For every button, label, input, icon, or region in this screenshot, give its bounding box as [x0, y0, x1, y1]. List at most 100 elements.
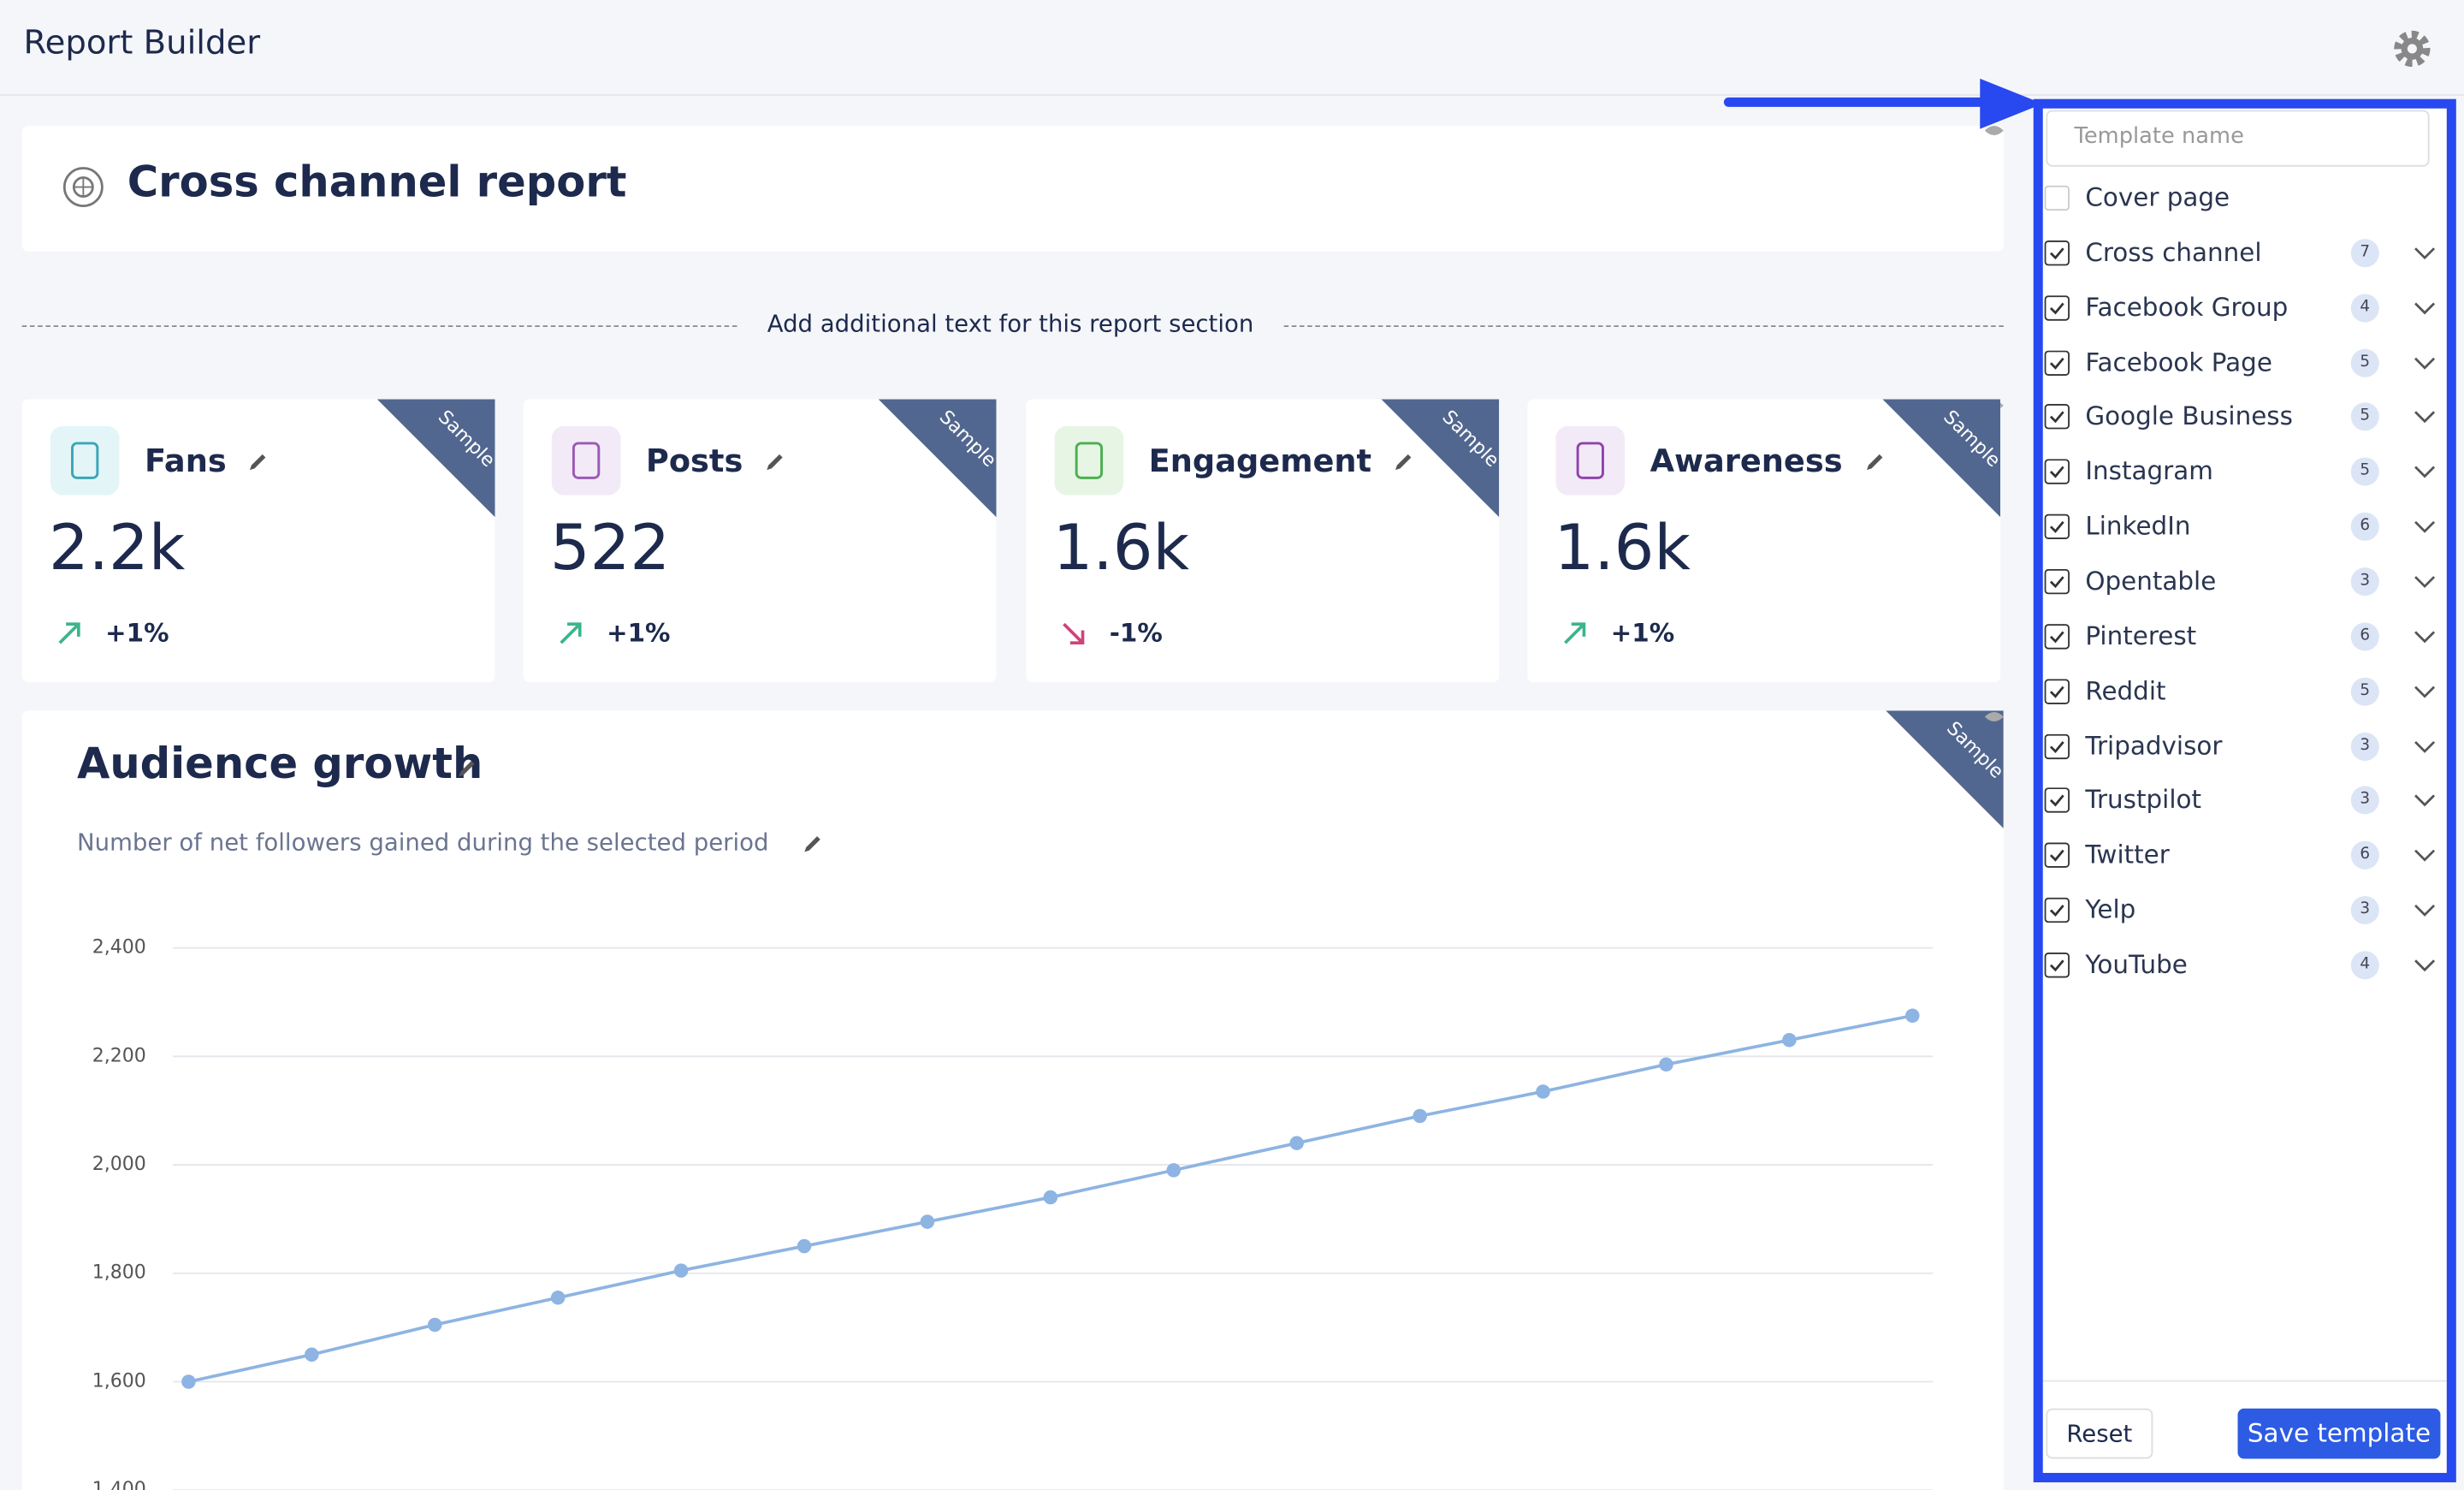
checkbox[interactable]	[2044, 623, 2071, 650]
report-title-card	[21, 125, 2004, 252]
expand-chevron[interactable]	[2412, 681, 2437, 700]
check-mark	[2049, 850, 2064, 863]
expand-chevron[interactable]	[2412, 956, 2437, 975]
kpi-name: Posts	[645, 442, 743, 480]
chevron	[2414, 795, 2436, 807]
checkbox[interactable]	[2044, 459, 2071, 486]
expand-chevron[interactable]	[2412, 517, 2437, 536]
checkbox[interactable]	[2044, 678, 2071, 705]
checkbox[interactable]	[2044, 240, 2071, 267]
edit-icon[interactable]	[1863, 449, 1887, 474]
expand-chevron[interactable]	[2412, 462, 2437, 481]
checkbox[interactable]	[2044, 294, 2071, 322]
checkbox[interactable]	[2044, 349, 2071, 377]
edit-icon[interactable]	[762, 449, 787, 474]
data-point	[673, 1263, 689, 1278]
check-mark	[2049, 521, 2064, 534]
arrow-down	[1063, 622, 1085, 645]
count-badge: 6	[2350, 840, 2379, 870]
kpi-change: +1%	[105, 617, 169, 648]
separator	[2042, 1380, 2449, 1382]
count-badge: 3	[2350, 896, 2379, 925]
expand-chevron[interactable]	[2412, 901, 2437, 920]
section-label: YouTube	[2085, 949, 2188, 980]
arrow-up	[58, 622, 80, 644]
checkbox-box	[2044, 897, 2070, 923]
checkbox[interactable]	[2044, 842, 2071, 870]
data-point	[920, 1214, 935, 1229]
pencil	[767, 454, 783, 471]
count-badge: 6	[2350, 512, 2379, 542]
edit-icon[interactable]	[1391, 449, 1416, 474]
expand-chevron[interactable]	[2412, 792, 2437, 810]
section-label: Pinterest	[2085, 620, 2197, 651]
section-text[interactable]: Add additional text for this report sect…	[767, 309, 1254, 338]
check-mark	[2049, 466, 2064, 479]
icon-glyph	[1576, 442, 1604, 479]
expand-chevron[interactable]	[2412, 626, 2437, 645]
checkbox-box	[2044, 952, 2070, 978]
section-label: Cover page	[2085, 182, 2230, 212]
y-tick-label: 2,400	[92, 937, 146, 959]
icon-bg	[50, 425, 120, 496]
expand-chevron[interactable]	[2412, 846, 2437, 865]
chevron	[2414, 686, 2436, 698]
save-button[interactable]: Save template	[2237, 1408, 2441, 1459]
count-badge: 5	[2350, 676, 2379, 706]
check-mark	[2049, 357, 2064, 370]
check-mark	[2049, 740, 2064, 753]
app-title: Report Builder	[23, 23, 261, 62]
checkbox[interactable]	[2044, 185, 2071, 212]
expand-chevron[interactable]	[2412, 737, 2437, 756]
checkbox[interactable]	[2044, 733, 2071, 760]
edit-icon[interactable]	[800, 832, 825, 857]
checkbox[interactable]	[2044, 568, 2071, 596]
kpi-change: -1%	[1109, 617, 1163, 648]
count-badge: 4	[2350, 293, 2379, 322]
divider	[21, 325, 737, 328]
expand-chevron[interactable]	[2412, 243, 2437, 262]
expand-chevron[interactable]	[2412, 353, 2437, 371]
checkbox[interactable]	[2044, 897, 2071, 924]
data-point	[1536, 1084, 1550, 1099]
data-point	[797, 1238, 812, 1254]
expand-chevron[interactable]	[2412, 298, 2437, 317]
y-tick-label: 1,800	[92, 1262, 146, 1284]
kpi-value: 1.6k	[1554, 512, 1691, 585]
settings-icon[interactable]	[2392, 28, 2433, 69]
template-name-input[interactable]: Template name	[2046, 110, 2430, 167]
checkbox[interactable]	[2044, 787, 2071, 815]
ribbon: Sample	[878, 399, 997, 518]
chart-subtitle: Number of net followers gained during th…	[77, 828, 769, 858]
edit-icon[interactable]	[454, 756, 479, 781]
check-mark	[2049, 795, 2064, 808]
checkbox[interactable]	[2044, 404, 2071, 431]
kpi-name: Engagement	[1148, 442, 1372, 480]
expand-chevron[interactable]	[2412, 572, 2437, 591]
edit-icon[interactable]	[246, 449, 270, 474]
y-tick-label: 1,400	[92, 1479, 146, 1490]
checkbox-box	[2044, 733, 2070, 759]
icon-glyph	[1075, 442, 1104, 479]
reset-button[interactable]: Reset	[2046, 1408, 2153, 1459]
check-mark	[2049, 576, 2064, 589]
globe-icon	[62, 167, 104, 207]
chevron	[2414, 520, 2436, 533]
chevron	[2414, 411, 2436, 424]
data-point	[1043, 1190, 1058, 1205]
chart-card: Sample	[21, 710, 2004, 1490]
ribbon: Sample	[376, 399, 495, 518]
section-label: Facebook Group	[2085, 292, 2289, 322]
kpi-icon	[1054, 425, 1124, 496]
data-point	[1166, 1163, 1182, 1178]
expand-chevron[interactable]	[2412, 407, 2437, 426]
kpi-value: 2.2k	[48, 512, 186, 585]
kpi-change: +1%	[1610, 617, 1675, 648]
data-point	[1413, 1108, 1427, 1124]
checkbox[interactable]	[2044, 952, 2071, 979]
chevron	[2414, 631, 2436, 643]
checkbox[interactable]	[2044, 513, 2071, 541]
